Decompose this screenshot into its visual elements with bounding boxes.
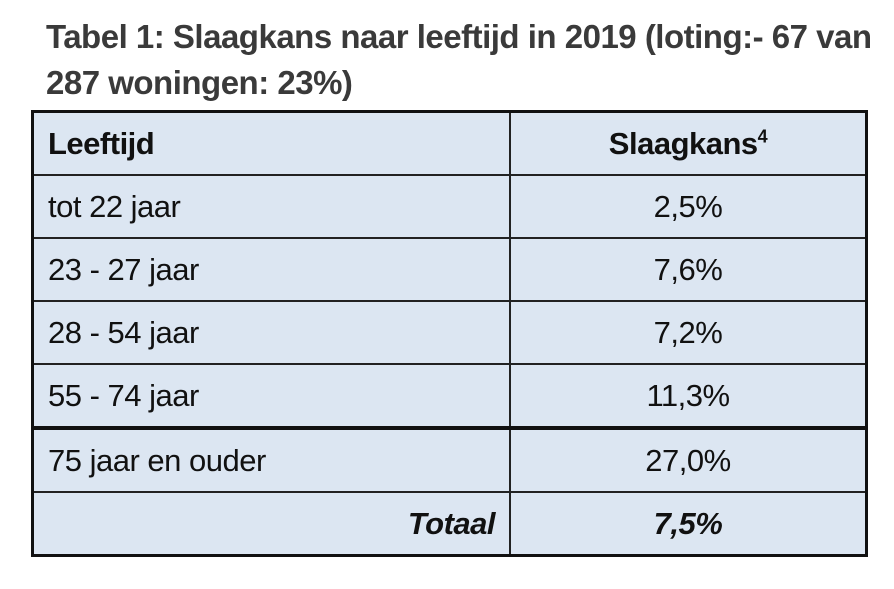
age-cell: 28 - 54 jaar (31, 300, 511, 365)
table-row: 28 - 54 jaar 7,2% (31, 300, 868, 365)
table-row: 55 - 74 jaar 11,3% (31, 363, 868, 429)
header-chance-label: Slaagkans (608, 125, 758, 161)
chance-cell: 11,3% (509, 363, 868, 429)
chance-cell: 2,5% (509, 174, 868, 239)
age-cell: 23 - 27 jaar (31, 237, 511, 302)
age-cell: 55 - 74 jaar (31, 363, 511, 429)
chance-cell: 7,2% (509, 300, 868, 365)
table-row: 23 - 27 jaar 7,6% (31, 237, 868, 302)
total-row: Totaal 7,5% (31, 491, 868, 557)
chance-cell: 27,0% (509, 426, 868, 493)
total-label: Totaal (31, 491, 511, 557)
header-chance: Slaagkans4 (509, 110, 868, 176)
total-chance: 7,5% (509, 491, 868, 557)
footnote-marker: 4 (757, 126, 768, 147)
table-row: tot 22 jaar 2,5% (31, 174, 868, 239)
age-cell: tot 22 jaar (31, 174, 511, 239)
age-chance-table: Leeftijd Slaagkans4 tot 22 jaar 2,5% 23 … (31, 110, 868, 557)
table-title: Tabel 1: Slaagkans naar leeftijd in 2019… (46, 18, 872, 101)
chance-cell: 7,6% (509, 237, 868, 302)
header-row: Leeftijd Slaagkans4 (31, 110, 868, 176)
age-cell: 75 jaar en ouder (31, 426, 511, 493)
table-row: 75 jaar en ouder 27,0% (31, 426, 868, 493)
header-age: Leeftijd (31, 110, 511, 176)
